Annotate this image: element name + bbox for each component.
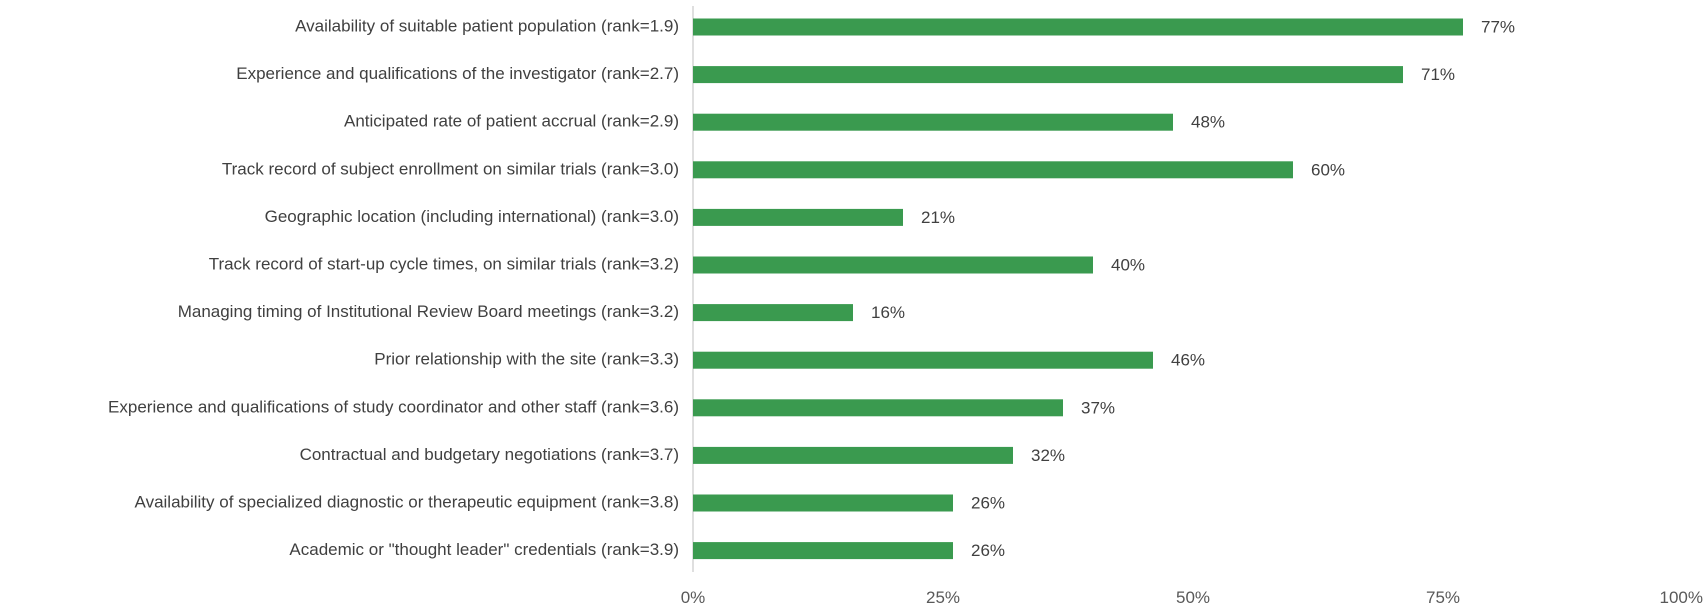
data-label: 77% bbox=[1481, 17, 1515, 36]
x-axis-tick-labels: 0% 25% 50% 75% 100% bbox=[681, 588, 1703, 607]
category-label: Experience and qualifications of the inv… bbox=[236, 64, 679, 83]
x-tick-label: 75% bbox=[1426, 588, 1460, 607]
bar bbox=[693, 256, 1093, 274]
x-tick-label: 0% bbox=[681, 588, 706, 607]
category-label: Prior relationship with the site (rank=3… bbox=[374, 350, 679, 369]
data-label: 60% bbox=[1311, 160, 1345, 179]
x-tick-label: 50% bbox=[1176, 588, 1210, 607]
data-label: 21% bbox=[921, 208, 955, 227]
category-label: Contractual and budgetary negotiations (… bbox=[300, 445, 679, 464]
bar bbox=[693, 208, 903, 226]
bar bbox=[693, 18, 1463, 36]
value-labels: 77% 71% 48% 60% 21% 40% 16% 46% 37% 32% 26% 26% bbox=[871, 17, 1515, 560]
bar bbox=[693, 494, 953, 512]
data-label: 48% bbox=[1191, 113, 1225, 132]
data-label: 26% bbox=[971, 493, 1005, 512]
category-label: Experience and qualifications of study c… bbox=[108, 397, 679, 416]
data-label: 71% bbox=[1421, 65, 1455, 84]
bars bbox=[693, 18, 1463, 560]
category-label: Managing timing of Institutional Review … bbox=[178, 302, 679, 321]
data-label: 46% bbox=[1171, 351, 1205, 370]
data-label: 40% bbox=[1111, 255, 1145, 274]
category-label: Availability of specialized diagnostic o… bbox=[135, 492, 679, 511]
category-label: Geographic location (including internati… bbox=[265, 207, 679, 226]
data-label: 26% bbox=[971, 541, 1005, 560]
category-label: Track record of subject enrollment on si… bbox=[222, 159, 679, 178]
category-labels: Availability of suitable patient populat… bbox=[108, 16, 679, 559]
category-label: Track record of start-up cycle times, on… bbox=[209, 254, 679, 273]
bar bbox=[693, 113, 1173, 131]
category-label: Availability of suitable patient populat… bbox=[295, 16, 679, 35]
category-label: Anticipated rate of patient accrual (ran… bbox=[344, 112, 679, 131]
bar bbox=[693, 399, 1063, 417]
data-label: 32% bbox=[1031, 446, 1065, 465]
bar bbox=[693, 446, 1013, 464]
bar bbox=[693, 161, 1293, 179]
x-tick-label: 25% bbox=[926, 588, 960, 607]
bar bbox=[693, 304, 853, 322]
category-label: Academic or "thought leader" credentials… bbox=[289, 540, 679, 559]
bar bbox=[693, 351, 1153, 369]
bar bbox=[693, 66, 1403, 84]
bar bbox=[693, 542, 953, 560]
x-tick-label: 100% bbox=[1660, 588, 1703, 607]
data-label: 16% bbox=[871, 303, 905, 322]
data-label: 37% bbox=[1081, 398, 1115, 417]
